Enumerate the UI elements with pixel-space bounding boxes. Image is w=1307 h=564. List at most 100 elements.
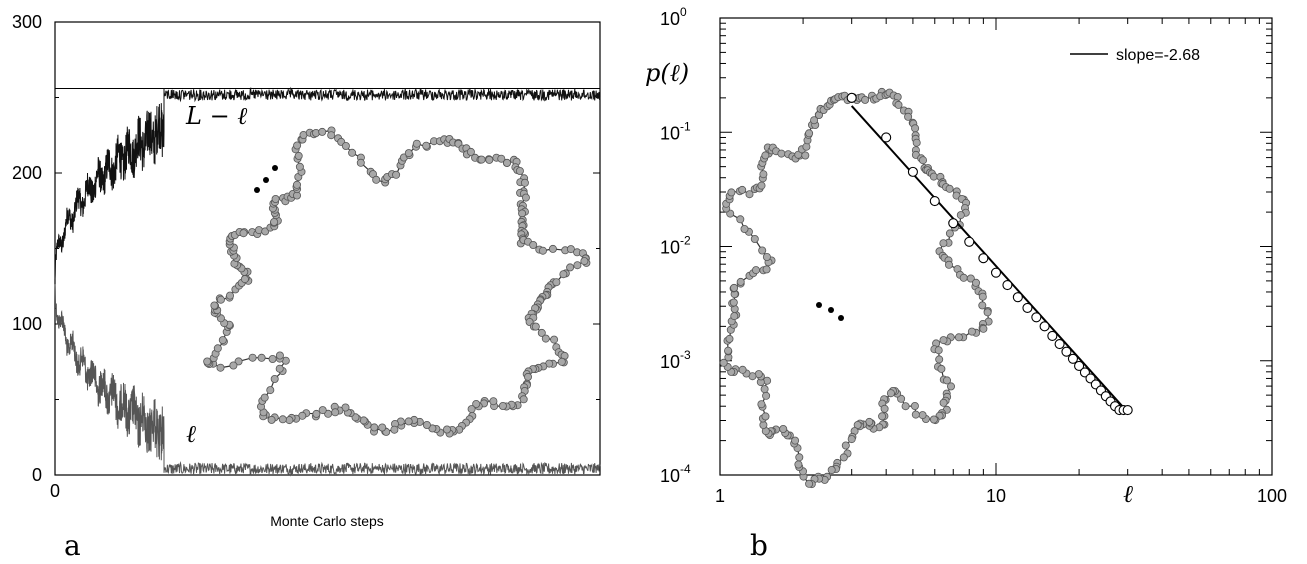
polymer-bead (911, 410, 920, 419)
panel-a: 0 100 200 300 0 Monte Carlo steps L − ℓ ℓ a (12, 12, 601, 562)
polymer-bead (537, 328, 546, 337)
polymer-bead (378, 423, 387, 432)
polymer-bead (466, 147, 475, 156)
polymer-bead (880, 404, 889, 413)
data-point (948, 218, 959, 229)
polymer-bead (777, 149, 786, 158)
polymer-bead (566, 245, 575, 254)
series-line-lower (54, 284, 601, 477)
polymer-bead (894, 100, 903, 109)
polymer-bead (260, 393, 269, 402)
polymer-bead (240, 275, 249, 284)
polymer-bead (285, 416, 294, 425)
y-tick-label-3: 300 (12, 12, 42, 32)
x-tick-label-0: 0 (50, 481, 60, 501)
polymer-bead (422, 420, 431, 429)
polymer-bead (324, 409, 333, 418)
polymer-bead (312, 409, 321, 418)
polymer-bead (724, 346, 733, 355)
data-point (1061, 346, 1072, 357)
polymer-bead (791, 436, 800, 445)
polymer-bead (904, 112, 913, 121)
polymer-bead (331, 408, 340, 417)
y-tick-label-b-2: 10-2 (660, 234, 691, 258)
polymer-bead (248, 353, 257, 362)
polymer-bead (759, 420, 768, 429)
polymer-bead (738, 365, 747, 374)
polymer-end-bead (816, 302, 822, 308)
polymer-bead (529, 240, 538, 249)
polymer-bead (257, 353, 266, 362)
data-point (1012, 292, 1023, 303)
polymer-bead (573, 261, 582, 270)
polymer-bead (841, 441, 850, 450)
polymer-bead (759, 170, 768, 179)
polymer-bead (467, 405, 476, 414)
polymer-bead (295, 162, 304, 171)
polymer-bead (275, 351, 284, 360)
polymer-bead (911, 124, 920, 133)
polymer-bead (278, 415, 287, 424)
polymer-bead (515, 166, 524, 175)
panel-b-x-ticks: 1 10 100 (715, 486, 1287, 506)
polymer-bead (268, 354, 277, 363)
polymer-bead (719, 358, 728, 367)
data-point (881, 132, 892, 143)
polymer-bead (412, 139, 421, 148)
polymer-bead (912, 138, 921, 147)
data-point (1122, 405, 1133, 416)
polymer-bead (901, 402, 910, 411)
panel-b-frame (719, 17, 1273, 476)
polymer-bead (292, 180, 301, 189)
polymer-bead (489, 397, 498, 406)
series-label-lower: ℓ (186, 420, 196, 448)
data-point (1047, 330, 1058, 341)
polymer-bead (548, 244, 557, 253)
polymer-bead (234, 357, 243, 366)
polymer-bead (531, 322, 540, 331)
polymer-bead (910, 401, 919, 410)
polymer-bead (727, 188, 736, 197)
polymer-bead (218, 336, 227, 345)
polymer-bead (978, 301, 987, 310)
polymer-end-bead (263, 177, 269, 183)
polymer-bead (392, 170, 401, 179)
polymer-bead (294, 151, 303, 160)
polymer-bead (918, 411, 927, 420)
polymer-bead (945, 260, 954, 269)
polymer-bead (341, 141, 350, 150)
y-tick-label-2: 200 (12, 163, 42, 183)
data-point (907, 166, 918, 177)
polymer-bead (502, 158, 511, 167)
polymer-bead (878, 412, 887, 421)
polymer-bead (954, 333, 963, 342)
polymer-end-bead (838, 315, 844, 321)
polymer-bead (886, 389, 895, 398)
polymer-bead (939, 398, 948, 407)
polymer-bead (929, 172, 938, 181)
polymer-bead (203, 357, 212, 366)
polymer-bead (762, 252, 771, 261)
data-point (1054, 339, 1065, 350)
polymer-bead (761, 412, 770, 421)
polymer-bead (939, 336, 948, 345)
polymer-bead (552, 278, 561, 287)
x-tick-label-b-2: 100 (1257, 486, 1287, 506)
polymer-bead (934, 346, 943, 355)
data-point (1022, 302, 1033, 313)
polymer-bead (805, 129, 814, 138)
polymer-bead (972, 278, 981, 287)
polymer-bead (939, 239, 948, 248)
polymer-bead (736, 277, 745, 286)
polymer-bead (580, 257, 589, 266)
polymer-bead (442, 425, 451, 434)
polymer-bead (761, 151, 770, 160)
polymer-bead (216, 363, 225, 372)
polymer-bead (372, 175, 381, 184)
polymer-bead (557, 357, 566, 366)
data-point (990, 267, 1002, 278)
panel-letter-a: a (64, 529, 81, 562)
polymer-bead (404, 149, 413, 158)
polymer-bead (485, 155, 494, 164)
polymer-bead (929, 415, 938, 424)
